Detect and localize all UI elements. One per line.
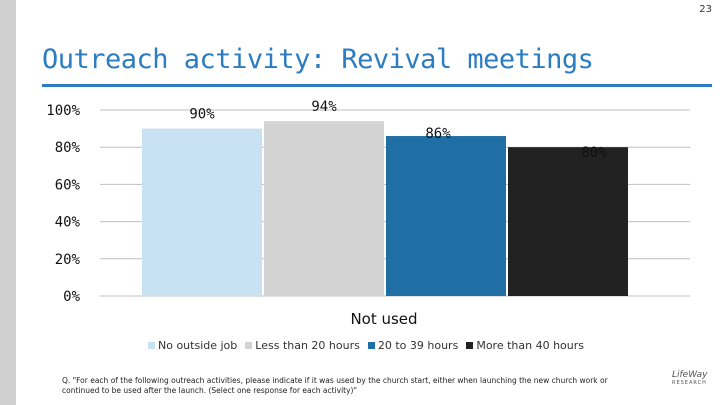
title-underline xyxy=(42,84,712,87)
bar xyxy=(386,136,506,296)
left-decorative-bar xyxy=(0,0,16,405)
data-label: 90% xyxy=(189,107,215,123)
logo-text-top: LifeWay xyxy=(672,370,708,380)
legend-label: No outside job xyxy=(158,339,238,352)
legend-swatch xyxy=(245,342,253,349)
legend-item: No outside job xyxy=(148,339,237,352)
legend-label: 20 to 39 hours xyxy=(377,339,459,352)
bar xyxy=(264,121,384,296)
x-category-label: Not used xyxy=(350,310,417,328)
legend-label: More than 40 hours xyxy=(476,339,585,352)
legend-item: More than 40 hours xyxy=(466,339,584,352)
y-tick-label: 60% xyxy=(55,177,81,193)
legend-item: Less than 20 hours xyxy=(245,339,360,352)
legend-item: 20 to 39 hours xyxy=(367,339,459,352)
data-label: 80% xyxy=(581,145,607,161)
survey-question-footnote: Q. "For each of the following outreach a… xyxy=(62,376,608,395)
y-tick-label: 40% xyxy=(55,215,81,231)
bar xyxy=(142,128,262,296)
data-label: 86% xyxy=(425,126,451,142)
legend-swatch xyxy=(466,342,474,349)
legend-swatch xyxy=(148,342,155,349)
chart-title: Outreach activity: Revival meetings xyxy=(42,44,594,75)
legend-swatch xyxy=(367,342,375,349)
y-tick-label: 0% xyxy=(63,289,80,305)
chart-legend: No outside job Less than 20 hours 20 to 39… xyxy=(148,339,584,352)
data-label: 94% xyxy=(311,99,337,115)
logo-text-bottom: RESEARCH xyxy=(672,380,707,386)
y-tick-label: 80% xyxy=(55,140,81,156)
y-tick-label: 100% xyxy=(46,103,80,119)
y-tick-label: 20% xyxy=(55,252,81,268)
legend-label: Less than 20 hours xyxy=(255,339,360,352)
bar xyxy=(508,147,628,296)
lifeway-research-logo: LifeWay RESEARCH xyxy=(672,370,712,388)
page-number: 23 xyxy=(699,4,712,15)
